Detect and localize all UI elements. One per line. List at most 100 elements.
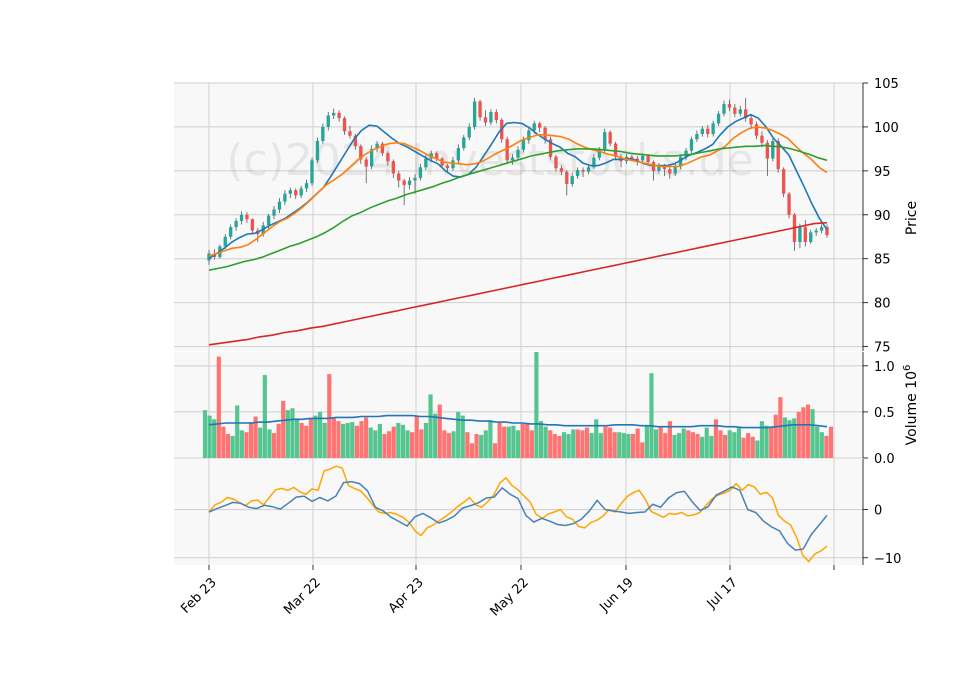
candle-down bbox=[543, 127, 547, 140]
candle-up bbox=[321, 126, 325, 141]
candle-up bbox=[407, 180, 412, 185]
volume-bar-down bbox=[225, 434, 231, 458]
volume-bar-down bbox=[801, 407, 806, 458]
volume-bar-up bbox=[451, 431, 456, 458]
volume-bar-up bbox=[787, 420, 792, 458]
candle-up bbox=[798, 227, 802, 243]
candle-down bbox=[565, 171, 569, 185]
volume-bar-up bbox=[792, 418, 797, 458]
candle-up bbox=[288, 190, 292, 194]
candle-up bbox=[304, 183, 309, 189]
volume-bar-up bbox=[345, 422, 350, 458]
volume-bar-up bbox=[677, 433, 682, 458]
candle-down bbox=[402, 180, 406, 185]
volume-bar-down bbox=[529, 430, 534, 458]
volume-bar-down bbox=[695, 434, 700, 458]
candle-down bbox=[554, 156, 558, 169]
volume-bar-up bbox=[810, 409, 815, 458]
candle-up bbox=[516, 149, 520, 158]
candle-down bbox=[435, 153, 439, 159]
candle-up bbox=[375, 143, 379, 149]
volume-bar-up bbox=[672, 434, 677, 458]
volume-bar-up bbox=[819, 432, 824, 458]
candle-up bbox=[456, 148, 461, 161]
volume-bar-up bbox=[561, 432, 567, 458]
x-tick-label: Mar 22 bbox=[281, 575, 324, 618]
volume-bar-up bbox=[617, 432, 622, 458]
candle-down bbox=[787, 193, 791, 215]
candle-up bbox=[510, 157, 515, 161]
volume-bar-down bbox=[769, 427, 774, 458]
candle-up bbox=[299, 188, 303, 196]
candle-up bbox=[586, 167, 591, 172]
candle-up bbox=[266, 215, 271, 226]
candle-up bbox=[809, 232, 813, 243]
candle-up bbox=[532, 123, 536, 131]
candle-up bbox=[814, 230, 818, 233]
x-tick-label: Jul 17 bbox=[704, 575, 741, 612]
candle-up bbox=[315, 140, 320, 161]
volume-bar-down bbox=[630, 434, 636, 458]
volume-bar-down bbox=[382, 434, 387, 458]
volume-bar-down bbox=[525, 423, 530, 458]
volume-bar-down bbox=[746, 433, 751, 458]
price-tick-label: 100 bbox=[874, 121, 899, 136]
candle-down bbox=[391, 161, 395, 174]
volume-tick-label: 0.0 bbox=[874, 452, 895, 467]
volume-bar-up bbox=[727, 430, 732, 458]
volume-bar-down bbox=[612, 432, 617, 458]
volume-bar-up bbox=[373, 430, 378, 458]
candle-up bbox=[695, 133, 699, 140]
candle-up bbox=[819, 227, 824, 231]
price-moving-average-long-line bbox=[208, 144, 828, 271]
candle-down bbox=[483, 117, 488, 123]
volume-bar-up bbox=[621, 433, 626, 458]
candle-up bbox=[451, 160, 455, 169]
candle-up bbox=[716, 113, 721, 124]
volume-bar-down bbox=[575, 429, 580, 458]
volume-bar-down bbox=[640, 442, 645, 458]
grid-lines bbox=[174, 82, 863, 565]
candle-up bbox=[678, 156, 683, 167]
candle-down bbox=[538, 123, 542, 128]
oscillator-tick-label: 0 bbox=[874, 504, 882, 519]
volume-bar-down bbox=[410, 432, 415, 458]
volume-bar-down bbox=[327, 374, 332, 458]
volume-bar-up bbox=[700, 436, 705, 458]
price-axis-label: Price bbox=[904, 201, 920, 235]
volume-bar-up bbox=[285, 410, 290, 458]
candle-up bbox=[711, 123, 715, 134]
candle-down bbox=[505, 139, 509, 161]
volume-bar-up bbox=[294, 418, 300, 458]
candle-down bbox=[478, 101, 482, 118]
candle-down bbox=[733, 107, 737, 114]
candle-up bbox=[673, 166, 677, 174]
x-tick-label: Apr 23 bbox=[386, 575, 427, 616]
x-tick-label: Jun 19 bbox=[597, 575, 637, 615]
volume-bar-down bbox=[465, 432, 470, 458]
volume-bar-down bbox=[248, 422, 254, 458]
volume-bar-down bbox=[497, 422, 502, 458]
candle-up bbox=[657, 165, 661, 171]
volume-bar-up bbox=[644, 425, 649, 458]
candle-down bbox=[359, 146, 363, 160]
oscillator-line-2 bbox=[208, 480, 828, 551]
candle-up bbox=[603, 132, 607, 150]
volume-bar-down bbox=[713, 419, 719, 458]
volume-bar-down bbox=[331, 418, 336, 458]
volume-bar-up bbox=[340, 423, 346, 458]
candle-up bbox=[575, 169, 580, 177]
candle-down bbox=[630, 156, 634, 159]
volume-bar-up bbox=[589, 433, 594, 458]
candle-up bbox=[326, 115, 330, 127]
volume-axis-label-text: Volume bbox=[904, 393, 920, 445]
volume-bar-down bbox=[446, 433, 452, 458]
volume-bar-up bbox=[396, 422, 401, 458]
candle-down bbox=[776, 140, 780, 170]
candle-up bbox=[229, 227, 233, 237]
candle-down bbox=[342, 118, 347, 132]
volume-bar-up bbox=[207, 415, 212, 458]
candle-down bbox=[364, 159, 368, 167]
price-tick-label: 80 bbox=[874, 297, 891, 312]
candle-up bbox=[771, 140, 775, 159]
